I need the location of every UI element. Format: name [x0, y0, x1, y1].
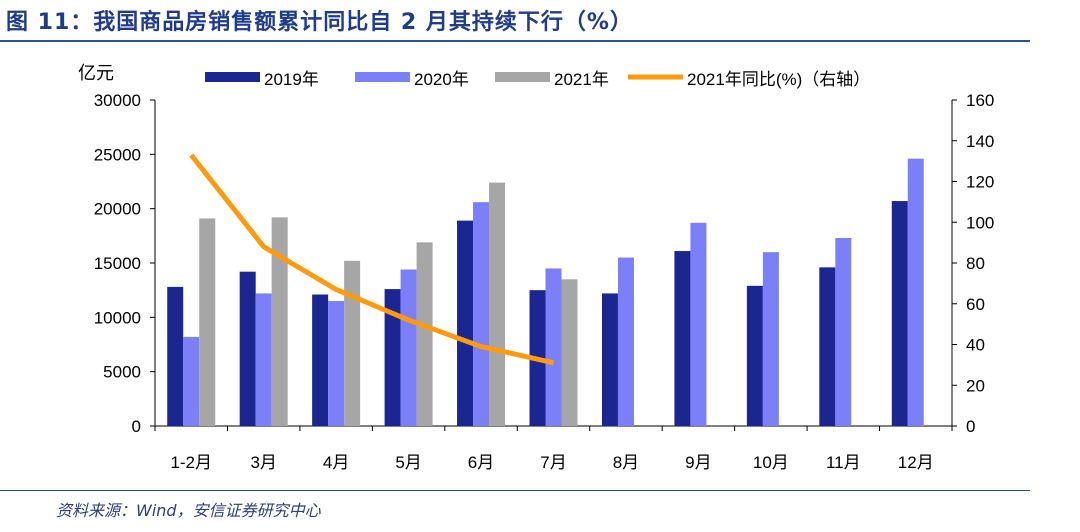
bar-2021年	[561, 279, 578, 426]
right-tick-label: 60	[966, 295, 985, 314]
left-tick-label: 20000	[94, 200, 141, 219]
right-tick-label: 120	[966, 173, 994, 192]
right-tick-label: 40	[966, 336, 985, 355]
right-tick-label: 80	[966, 254, 985, 273]
title-divider	[0, 40, 1030, 42]
legend-swatch	[205, 72, 260, 82]
x-tick-label: 3月	[250, 453, 276, 472]
left-tick-label: 10000	[94, 308, 141, 327]
bar-2020年	[183, 336, 200, 426]
bar-2019年	[457, 220, 474, 426]
bar-2020年	[762, 252, 779, 426]
x-tick-label: 12月	[898, 453, 934, 472]
bar-2021年	[199, 218, 216, 426]
source-note: 资料来源：Wind，安信证券研究中心	[56, 501, 321, 520]
legend-swatch	[495, 72, 550, 82]
bar-2019年	[891, 201, 908, 426]
bar-2021年	[344, 260, 361, 426]
x-tick-label: 5月	[395, 453, 421, 472]
bar-2020年	[400, 269, 417, 426]
right-tick-label: 0	[966, 417, 975, 436]
legend-swatch	[355, 72, 410, 82]
bar-2021年	[271, 217, 288, 426]
x-tick-label: 8月	[613, 453, 639, 472]
legend-label: 2019年	[264, 70, 319, 89]
left-tick-label: 5000	[103, 363, 141, 382]
bar-2019年	[746, 285, 763, 426]
bar-2019年	[384, 289, 401, 426]
y-axis-unit-label: 亿元	[78, 63, 114, 83]
bar-2020年	[907, 158, 924, 426]
bar-2019年	[674, 251, 691, 426]
bar-2020年	[545, 268, 562, 426]
bar-2019年	[167, 286, 184, 426]
legend-label: 2020年	[414, 70, 469, 89]
x-tick-label: 7月	[540, 453, 566, 472]
x-tick-label: 11月	[826, 453, 861, 472]
right-tick-label: 140	[966, 132, 994, 151]
yoy-line	[189, 153, 555, 366]
x-tick-label: 10月	[753, 453, 789, 472]
bar-2019年	[601, 293, 618, 426]
left-tick-label: 0	[132, 417, 141, 436]
left-tick-label: 25000	[94, 145, 141, 164]
legend-label: 2021年	[554, 70, 609, 89]
source-divider	[0, 490, 1030, 491]
right-tick-label: 160	[966, 91, 994, 110]
x-tick-label: 6月	[468, 453, 494, 472]
bar-2020年	[328, 301, 345, 426]
bar-2020年	[473, 202, 490, 426]
bar-2021年	[416, 242, 433, 426]
x-tick-label: 9月	[685, 453, 711, 472]
left-tick-label: 15000	[94, 254, 141, 273]
bar-2020年	[690, 222, 707, 426]
bar-2021年	[489, 182, 506, 426]
bar-2019年	[312, 294, 329, 426]
left-tick-label: 30000	[94, 91, 141, 110]
bar-2019年	[239, 271, 256, 426]
bar-2020年	[835, 238, 852, 426]
x-tick-label: 1-2月	[170, 453, 212, 472]
right-tick-label: 20	[966, 376, 985, 395]
x-tick-label: 4月	[323, 453, 349, 472]
right-tick-label: 100	[966, 213, 994, 232]
legend-label: 2021年同比(%)（右轴）	[687, 70, 870, 89]
bar-2020年	[255, 293, 272, 426]
bar-2019年	[819, 267, 836, 426]
bar-2020年	[617, 257, 634, 426]
figure-title: 图 11：我国商品房销售额累计同比自 2 月其持续下行（%）	[6, 10, 633, 35]
